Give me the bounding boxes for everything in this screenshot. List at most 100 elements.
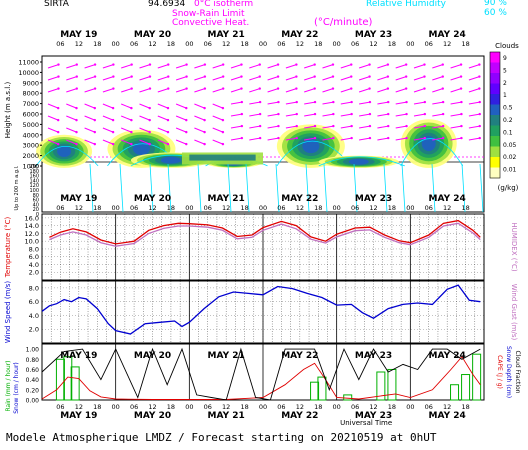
wind-barb-head (478, 112, 481, 116)
wind-barb (139, 88, 151, 93)
colorbar-swatch (490, 115, 500, 126)
wind-barb (230, 113, 242, 117)
hour-tick-label: 18 (240, 204, 248, 212)
wind-barb-head (313, 112, 317, 116)
rain-ylabel: Rain (mm / hour) (5, 360, 12, 411)
hour-tick-label: 00 (259, 204, 267, 212)
hour-tick-label: 06 (56, 40, 64, 48)
colorbar-swatch (490, 52, 500, 63)
temperature-ytick-label: 16.0 (25, 214, 39, 222)
wind-barb-head (460, 100, 463, 104)
wind-barb-head (112, 75, 115, 78)
wind-barb (47, 127, 59, 133)
day-label: MAY 19 (60, 30, 97, 40)
hour-tick-label: 12 (443, 204, 451, 212)
wind-barb (139, 139, 150, 145)
day-label: MAY 23 (355, 30, 392, 40)
wind-barb-head (277, 112, 280, 116)
wind-barb-head (93, 106, 96, 110)
wind-barb (285, 76, 297, 81)
wind-barb (249, 88, 260, 93)
hour-tick-label: 06 (351, 40, 359, 48)
hour-tick-label: 18 (461, 204, 469, 212)
precip-hour-tick: 06 (204, 403, 212, 411)
wind-barb-head (258, 112, 262, 116)
wind-barb-head (75, 130, 78, 134)
wind-barb (304, 88, 315, 93)
wind-barb (194, 139, 205, 145)
wind-barb-head (332, 100, 335, 104)
wind-barb (194, 88, 206, 93)
wind-barb (377, 137, 389, 141)
snow-ylabel: Snow (cm / hour) (13, 362, 20, 414)
wind-barb-head (130, 63, 133, 66)
wind-barb (212, 139, 224, 145)
wind-barb-head (166, 106, 170, 110)
wind-barb (468, 64, 480, 69)
cloud-blob-layer (132, 142, 150, 156)
cloud-ytick-label: 7000 (22, 100, 39, 108)
wind-barb-head (441, 100, 445, 104)
cloud-ytick-label: 3000 (22, 142, 39, 150)
wind-barb (304, 137, 316, 141)
wind-barb-head (258, 87, 261, 90)
cloud-lowtick-label: 100 (29, 188, 39, 194)
wind-barb (175, 76, 187, 81)
rh-curtain (431, 163, 436, 213)
cloud-ytick-label: 4000 (22, 131, 39, 139)
colorbar-swatch (490, 83, 500, 95)
colorbar-swatch (490, 146, 500, 158)
colorbar-swatch (490, 167, 500, 179)
wind-barb-head (295, 63, 298, 66)
wind-barb-head (111, 106, 115, 110)
wind-barb (395, 76, 407, 81)
wind-barb (413, 101, 425, 105)
colorbar-frame (489, 51, 501, 179)
wind-barb-head (368, 112, 372, 116)
snow-depth-ylabel: Snow Depth (cm) (505, 346, 512, 398)
wind-barb-head (203, 87, 207, 90)
wind-barb (285, 125, 297, 129)
wind-ytick-label: 4.0 (29, 312, 39, 320)
day-label: MAY 19 (60, 351, 97, 361)
precip-ytick-label: 0.00 (26, 398, 40, 405)
rh-curtain (89, 163, 94, 213)
temperature-ytick-label: 6.0 (29, 253, 39, 261)
precip-series-cape (41, 355, 481, 400)
wind-barb (468, 88, 480, 93)
wind-barb (304, 64, 315, 69)
colorbar-tick: 0.5 (503, 105, 513, 112)
wind-barb (121, 115, 132, 121)
hour-tick-label: 00 (112, 40, 120, 48)
wind-barb-head (313, 136, 317, 140)
wind-barb (212, 115, 224, 121)
day-label: MAY 24 (429, 351, 466, 361)
wind-barb (139, 64, 151, 69)
hour-tick-label: 18 (240, 40, 248, 48)
wind-barb (66, 115, 77, 121)
rain-bar (450, 384, 460, 401)
wind-barb-head (240, 100, 244, 104)
rh-contour (318, 156, 405, 167)
wind-barb (267, 113, 279, 117)
wind-barb-head (332, 124, 335, 128)
colorbar-tick: 0.01 (503, 167, 517, 174)
wind-barb (47, 64, 59, 69)
wind-barb-head (368, 75, 371, 78)
wind-barb (102, 88, 114, 93)
wind-barb-head (111, 118, 115, 122)
wind-barb-head (404, 75, 408, 78)
colorbar-swatch (490, 125, 500, 137)
wind-barb (468, 137, 480, 141)
wind-barb (139, 103, 150, 109)
precip-day-label: MAY 20 (134, 411, 171, 421)
wind-barb (358, 64, 370, 69)
wind-barb-head (277, 124, 280, 128)
wind-barb (212, 103, 224, 109)
wind-barb-head (148, 130, 151, 134)
wind-barb-head (459, 63, 463, 66)
wind-barb (267, 88, 279, 93)
rh-value-60: 60 % (484, 8, 507, 18)
wind-barb (66, 127, 77, 133)
wind-barb-head (130, 130, 133, 134)
